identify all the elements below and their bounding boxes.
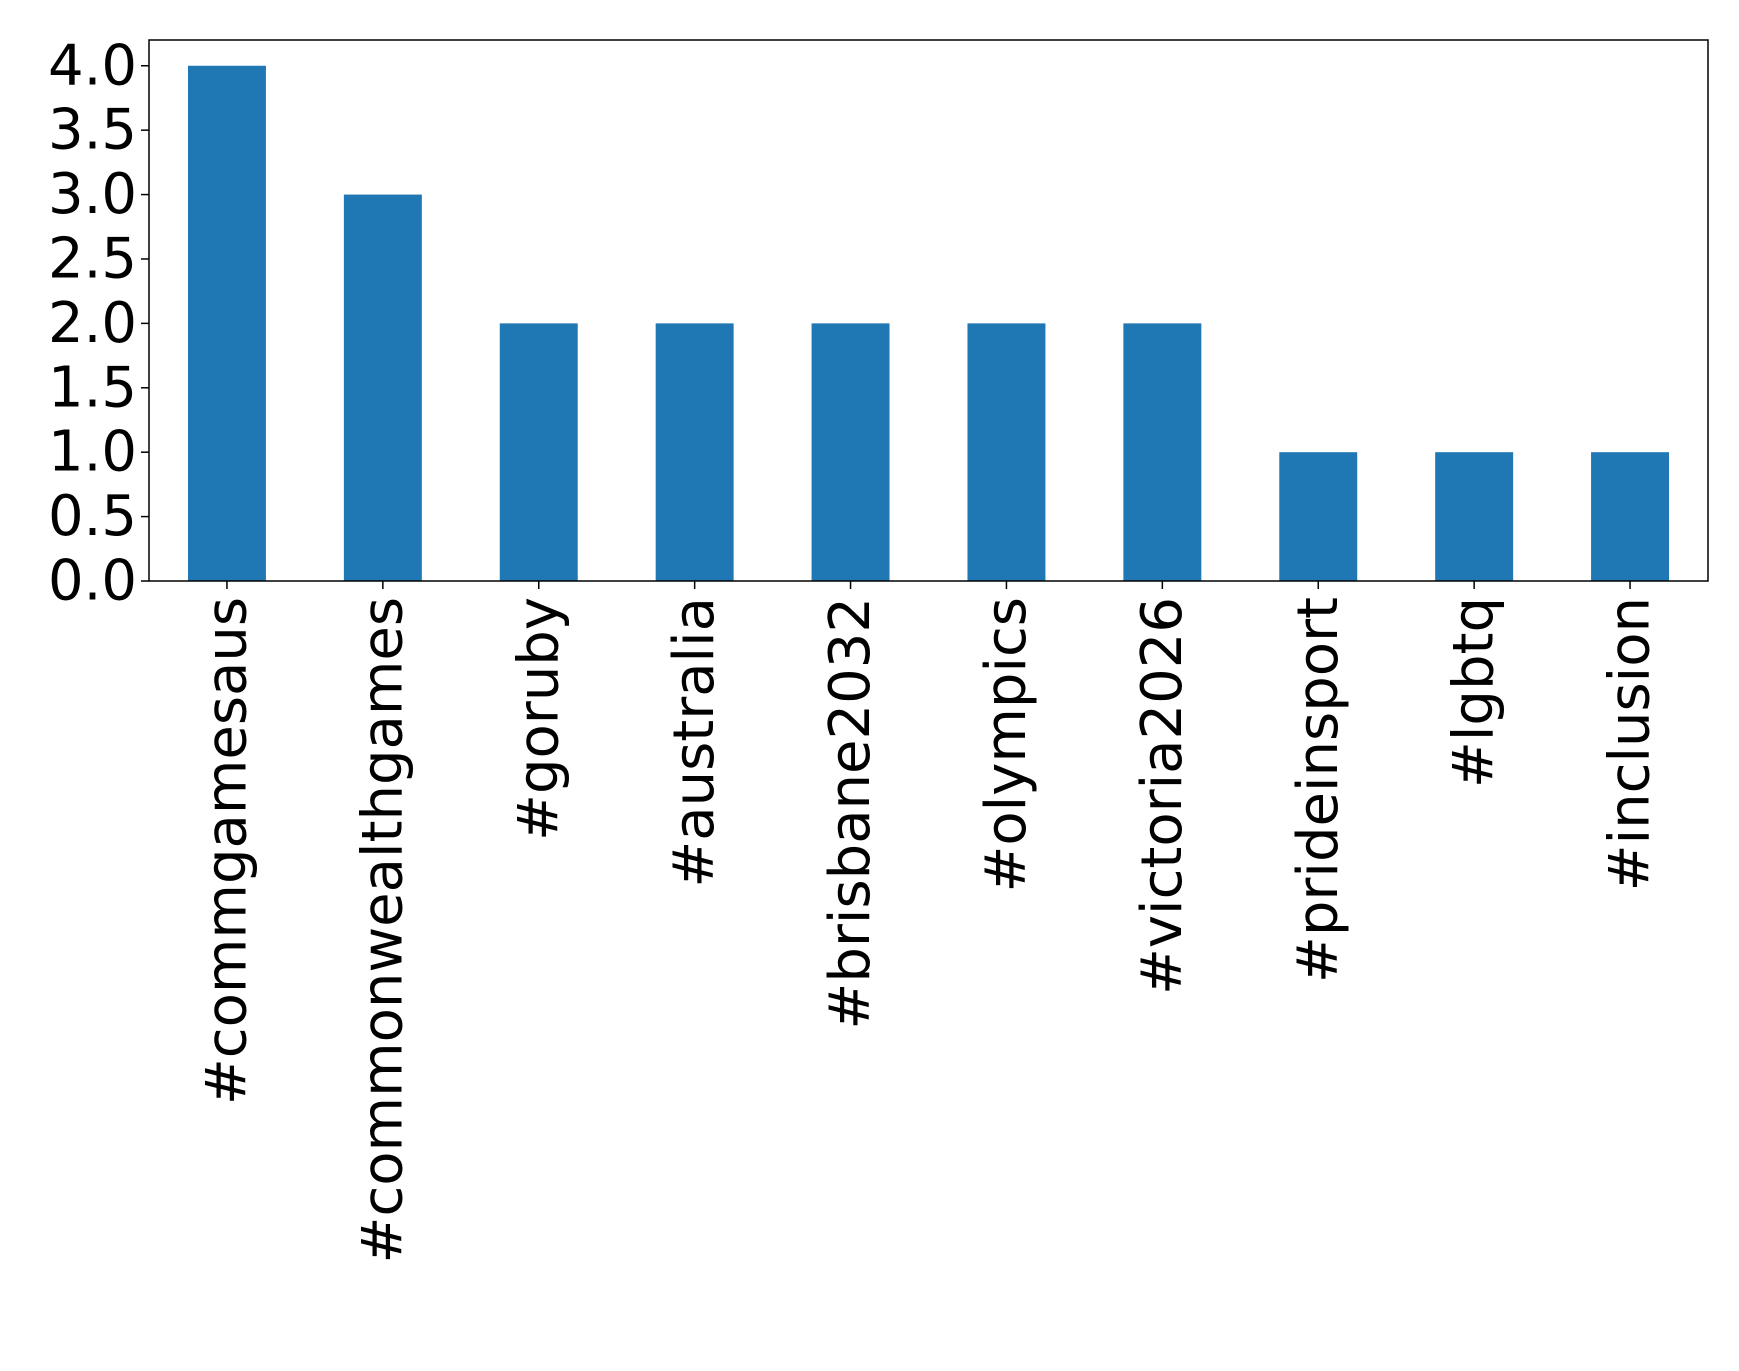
bar <box>1123 323 1202 581</box>
x-tick-label: #commonwealthgames <box>350 597 415 1263</box>
bar <box>1435 452 1514 581</box>
y-tick-label: 4.0 <box>48 33 137 98</box>
y-tick-label: 0.5 <box>48 484 137 549</box>
y-tick-label: 1.5 <box>48 355 137 420</box>
x-tick-label: #australia <box>662 597 727 888</box>
bar <box>1591 452 1670 581</box>
y-tick-label: 0.0 <box>48 549 137 614</box>
x-tick-label: #brisbane2032 <box>818 597 883 1030</box>
y-tick-label: 3.0 <box>48 162 137 227</box>
y-tick-label: 2.0 <box>48 291 137 356</box>
x-tick-label: #prideinsport <box>1286 597 1351 983</box>
x-tick-label: #commgamesaus <box>194 597 259 1105</box>
x-tick-label: #olympics <box>974 597 1039 893</box>
bar <box>655 323 734 581</box>
x-tick-label: #inclusion <box>1598 597 1663 891</box>
bar <box>187 65 266 581</box>
plot-frame <box>148 39 1709 582</box>
bar <box>1279 452 1358 581</box>
y-tick-label: 3.5 <box>48 98 137 163</box>
bar <box>967 323 1046 581</box>
y-tick-label: 1.0 <box>48 420 137 485</box>
x-tick-label: #victoria2026 <box>1130 597 1195 995</box>
y-tick-label: 2.5 <box>48 226 137 291</box>
x-tick-label: #goruby <box>506 597 571 841</box>
x-tick-label: #lgbtq <box>1442 597 1507 788</box>
bar <box>811 323 890 581</box>
bar <box>499 323 578 581</box>
bar <box>343 194 422 582</box>
